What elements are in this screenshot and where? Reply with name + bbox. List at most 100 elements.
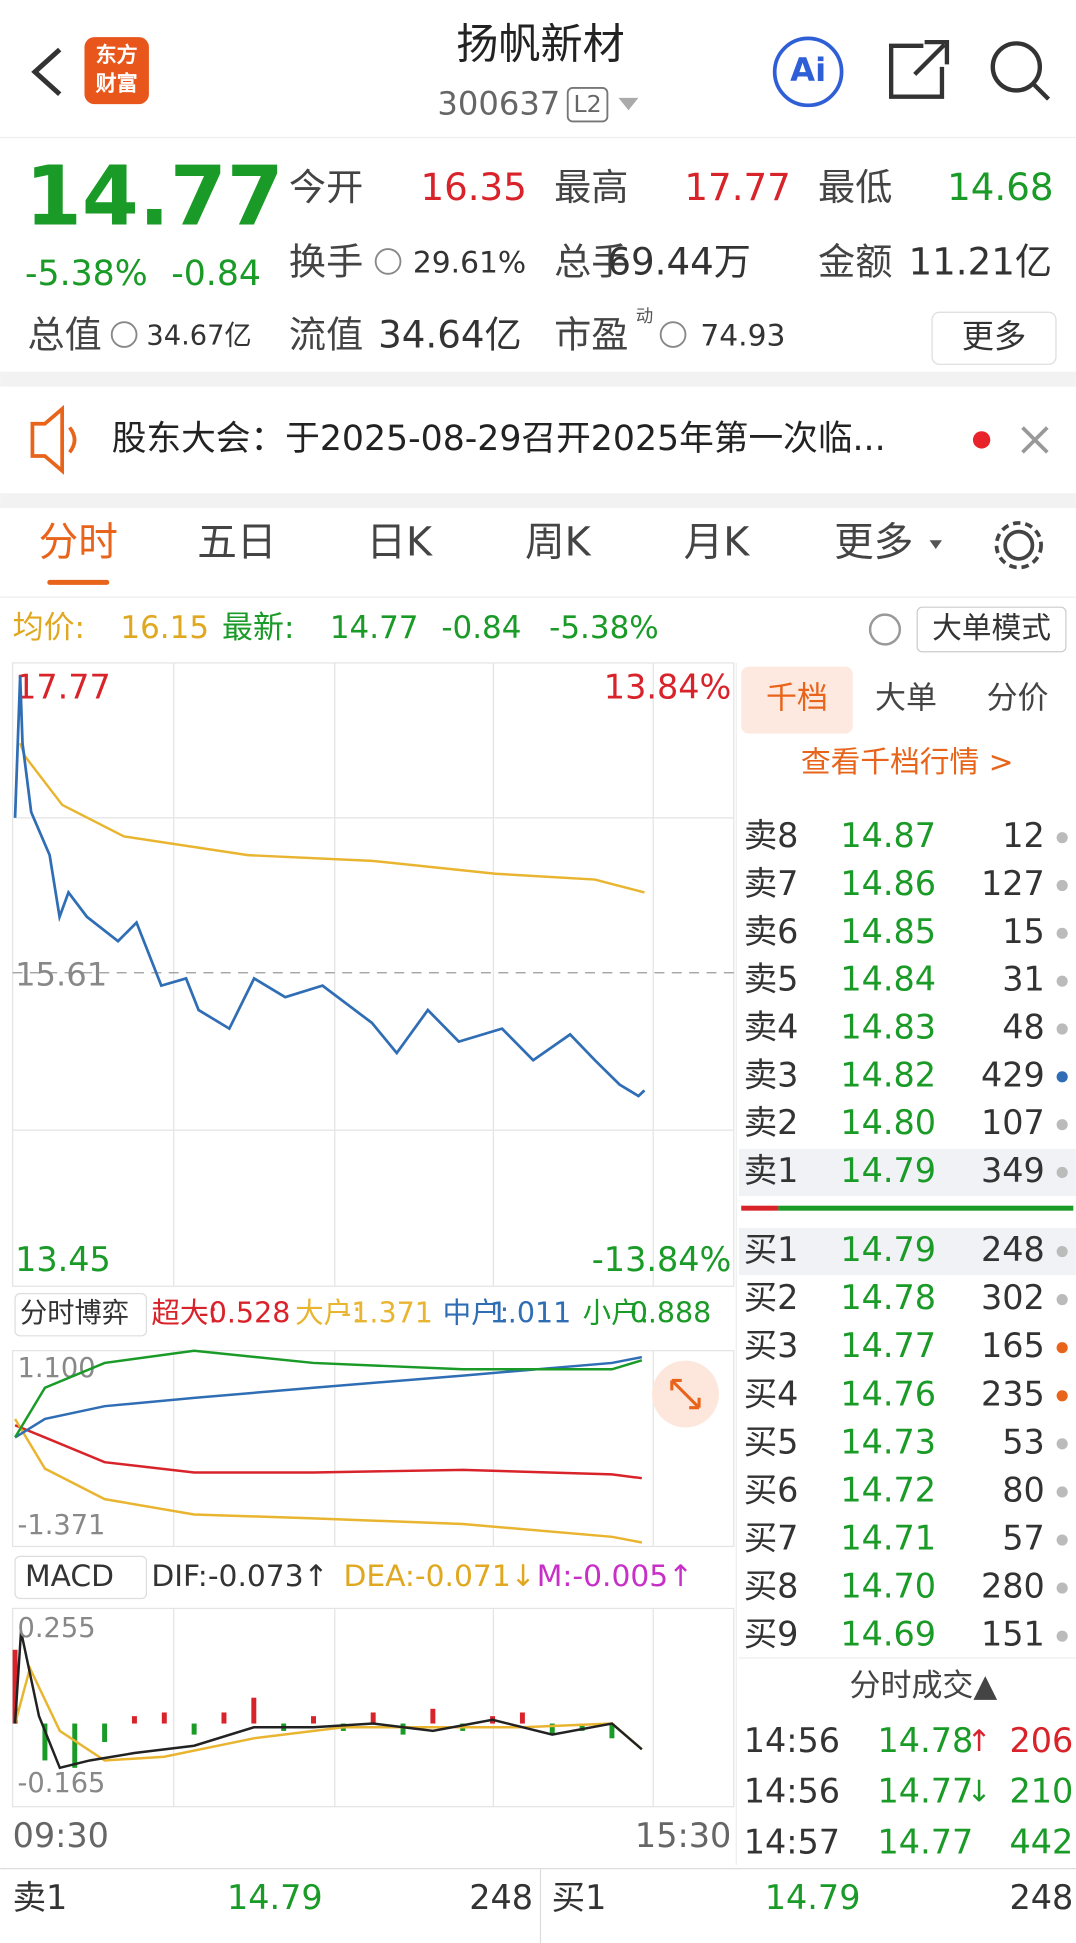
book-label: 卖7 — [744, 864, 799, 903]
field-value: 14.68 — [947, 165, 1053, 209]
settings-button[interactable] — [1003, 529, 1035, 561]
dropdown[interactable] — [618, 97, 639, 111]
more-button[interactable] — [931, 311, 1057, 365]
macd-bar — [400, 1723, 406, 1735]
divider-green — [778, 1205, 1074, 1211]
trade-volume: 442 — [1009, 1822, 1073, 1861]
pct-bottom: -13.84% — [592, 1240, 732, 1279]
tab[interactable]: 周K — [525, 520, 592, 566]
macd-bar — [370, 1712, 376, 1724]
book-volume: 151 — [981, 1615, 1045, 1654]
trades-title[interactable]: 分时成交▲ — [850, 1668, 998, 1704]
book-label: 买3 — [744, 1326, 799, 1365]
avg-label: 均价: — [13, 610, 85, 646]
book-price: 14.77 — [840, 1326, 936, 1365]
latest-label: 最新: — [222, 610, 294, 646]
search-button[interactable] — [990, 41, 1043, 93]
chart-frame — [11, 1350, 735, 1548]
logo-text: 财富 — [96, 70, 138, 95]
trade-dir: ↑ — [967, 1724, 992, 1759]
flow-legend: 超大:-0.528 大户:-1.371 中户:1.011 小户:0.888 — [151, 1297, 711, 1330]
tab-underline — [47, 579, 110, 585]
book-price: 14.73 — [840, 1422, 936, 1461]
tab[interactable]: 分时 — [39, 520, 118, 566]
tab[interactable]: 日K — [366, 520, 433, 566]
dif-label: DIF:-0.073↑ — [151, 1559, 328, 1594]
book-volume: 31 — [1002, 960, 1045, 999]
book-dot — [1056, 1534, 1068, 1546]
book-tab[interactable]: 千档 — [766, 681, 828, 717]
book-price: 14.80 — [840, 1103, 936, 1142]
book-volume: 429 — [981, 1055, 1045, 1094]
book-price: 14.84 — [840, 960, 936, 999]
footer-sell-price: 14.79 — [227, 1878, 323, 1917]
book-price: 14.79 — [840, 1230, 936, 1269]
flow-line — [14, 1355, 643, 1439]
change-pct: -5.38% — [25, 254, 148, 294]
back-button[interactable] — [31, 47, 62, 97]
flow-selector: 分时博弈 — [20, 1298, 129, 1329]
book-price: 14.72 — [840, 1470, 936, 1509]
help-icon[interactable] — [868, 613, 902, 646]
share-button[interactable] — [888, 39, 950, 99]
tab-arrow — [929, 540, 942, 549]
book-volume: 57 — [1002, 1519, 1045, 1558]
info-icon[interactable] — [110, 321, 138, 348]
field-label: 最低 — [818, 165, 892, 209]
notice[interactable]: 股东大会：于2025-08-29召开2025年第一次临... — [112, 419, 886, 459]
book-dot — [1056, 1486, 1068, 1498]
book-dot — [1056, 1342, 1068, 1354]
field-value: 34.64亿 — [378, 313, 522, 357]
book-volume: 53 — [1002, 1422, 1045, 1461]
macd-bar — [430, 1708, 436, 1724]
dea-line — [13, 1664, 643, 1762]
selector[interactable] — [14, 1293, 148, 1337]
flow-value: 0.888 — [630, 1297, 712, 1330]
book-tab[interactable]: 大单 — [875, 681, 937, 717]
ai-text: Ai — [790, 51, 826, 89]
book-tab[interactable]: 分价 — [987, 681, 1049, 717]
stock-name: 扬帆新材 — [456, 20, 624, 69]
time-end: 15:30 — [635, 1816, 731, 1855]
tab[interactable]: 更多 — [834, 520, 913, 566]
book-dot — [1056, 1438, 1068, 1450]
flow-scale: -1.371 — [18, 1510, 106, 1541]
logo-text: 东方 — [96, 42, 138, 67]
close-button[interactable] — [1021, 426, 1049, 454]
macd-bar — [191, 1723, 197, 1735]
book-dot — [1056, 1071, 1068, 1083]
book-volume: 248 — [981, 1230, 1045, 1269]
field-label: 换手 — [289, 239, 363, 283]
change: -0.84 — [171, 254, 261, 294]
book-price: 14.85 — [840, 912, 936, 951]
divider-red — [741, 1205, 779, 1211]
footer-sell-volume: 248 — [469, 1878, 533, 1917]
selector[interactable] — [14, 1555, 148, 1600]
prev-close-label: 15.61 — [15, 955, 107, 993]
book-dot — [1056, 879, 1068, 892]
book-dot — [1056, 1390, 1068, 1402]
mode-button[interactable] — [916, 606, 1067, 653]
book-link[interactable]: 查看千档行情 > — [801, 745, 1014, 780]
book-price: 14.76 — [840, 1374, 936, 1413]
expand-icon — [670, 1378, 701, 1410]
info-icon[interactable] — [659, 321, 687, 348]
more-text: 更多 — [962, 317, 1026, 355]
book-dot — [1056, 1630, 1068, 1642]
field-value: 16.35 — [420, 165, 526, 209]
trade-price: 14.77 — [878, 1822, 974, 1861]
price: 14.77 — [25, 149, 284, 244]
y-min: 13.45 — [15, 1240, 111, 1279]
book-volume: 127 — [981, 864, 1045, 903]
macd-bar — [161, 1712, 167, 1724]
info-icon[interactable] — [374, 248, 402, 275]
price-line — [13, 675, 646, 1098]
tab[interactable]: 月K — [684, 520, 751, 566]
ai-button[interactable] — [772, 36, 844, 108]
flow-label: 小户: — [583, 1297, 650, 1330]
tab[interactable]: 五日 — [197, 520, 276, 566]
footer-buy-price: 14.79 — [765, 1878, 861, 1917]
book-volume: 349 — [981, 1151, 1045, 1190]
